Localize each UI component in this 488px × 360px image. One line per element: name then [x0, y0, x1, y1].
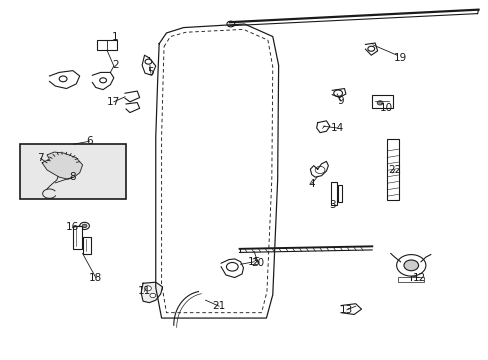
Text: 12: 12: [411, 273, 425, 283]
Circle shape: [150, 293, 156, 298]
Text: 5: 5: [147, 67, 154, 77]
Text: 7: 7: [37, 153, 44, 163]
Text: 2: 2: [112, 60, 119, 70]
Circle shape: [367, 46, 374, 51]
Circle shape: [376, 101, 382, 105]
Bar: [97, 40, 117, 50]
Bar: [371, 95, 392, 108]
Text: 10: 10: [379, 103, 392, 113]
Circle shape: [226, 21, 234, 27]
Bar: [73, 226, 81, 249]
Text: 13: 13: [340, 305, 353, 315]
Polygon shape: [141, 282, 162, 303]
Bar: [330, 182, 336, 205]
Circle shape: [396, 255, 425, 276]
Circle shape: [315, 166, 325, 174]
Bar: [337, 185, 341, 202]
Bar: [386, 139, 398, 200]
Polygon shape: [42, 152, 82, 179]
Text: 1: 1: [112, 32, 119, 41]
Text: 3: 3: [328, 200, 335, 210]
Text: 15: 15: [247, 257, 260, 267]
Text: 14: 14: [330, 123, 343, 133]
Circle shape: [226, 262, 238, 271]
Text: 8: 8: [69, 172, 76, 182]
Circle shape: [80, 222, 89, 229]
Circle shape: [333, 90, 342, 96]
Text: 6: 6: [86, 136, 93, 146]
Bar: [82, 237, 91, 253]
Circle shape: [145, 59, 152, 64]
Text: 21: 21: [212, 301, 225, 311]
Circle shape: [100, 78, 106, 83]
Bar: [397, 277, 424, 282]
Text: 11: 11: [138, 286, 151, 296]
Circle shape: [82, 224, 87, 228]
Text: 22: 22: [387, 165, 401, 175]
Circle shape: [59, 76, 67, 82]
Text: 17: 17: [107, 97, 120, 107]
Text: 18: 18: [89, 273, 102, 283]
Text: 16: 16: [66, 222, 80, 232]
Circle shape: [144, 286, 151, 291]
Circle shape: [403, 260, 418, 271]
Text: 20: 20: [251, 258, 264, 268]
Text: 9: 9: [337, 96, 344, 106]
Bar: [20, 144, 126, 199]
Text: 19: 19: [393, 53, 407, 63]
Text: 4: 4: [308, 179, 314, 189]
